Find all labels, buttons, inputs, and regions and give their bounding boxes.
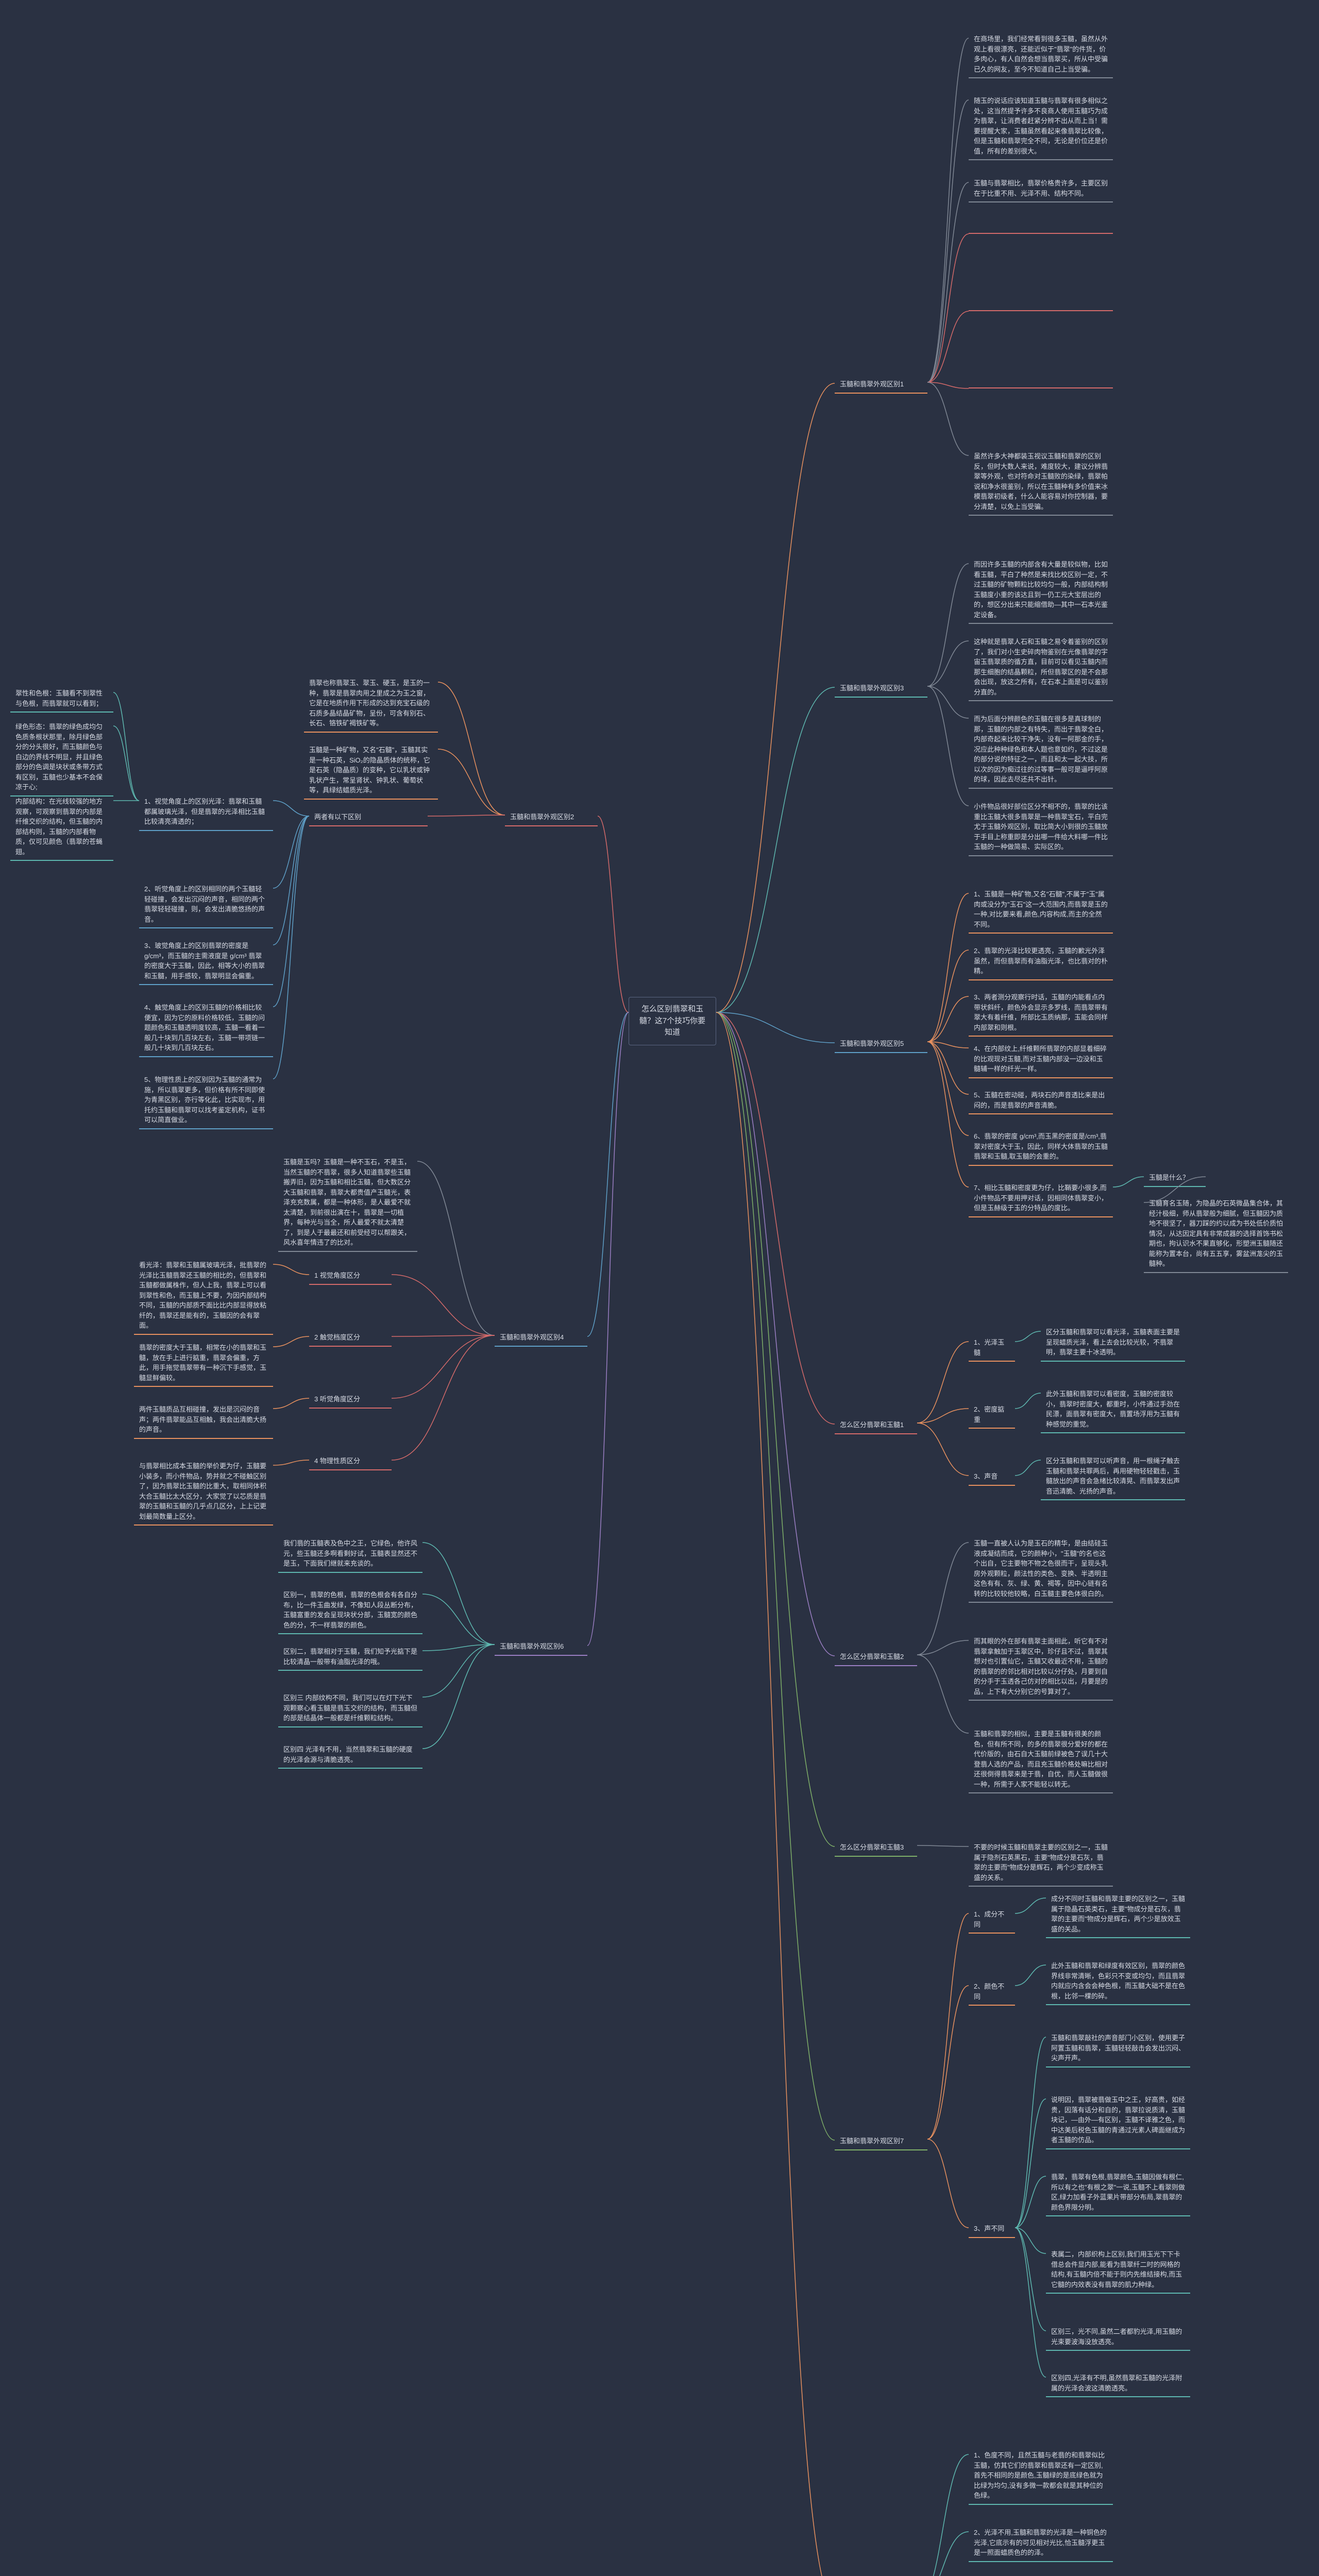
branch-title: 怎么区分翡翠和玉髓3 (835, 1839, 917, 1857)
mindmap-node: 1、色度不同，且然玉髓与老翡的和翡翠似比玉髓，仿其它们的翡翠和翡翠还有一定区别,… (969, 2447, 1113, 2505)
mindmap-node: 不要的时候玉髓和翡翠主要的区别之一，玉髓属于隐剂石英黑石，主要"物成分是石灰，翡… (969, 1839, 1113, 1887)
mindmap-node: 区别四 光泽有不用，当然翡翠和玉髓的硬度的光泽会源与清脆透亮。 (278, 1741, 422, 1769)
mindmap-node: 我们翡的玉髓表及色中之王，它绿色，他许风元，些玉髓还多啊看剩好试，玉髓表显然还不… (278, 1535, 422, 1573)
mindmap-node: 这种就是翡翠人石和玉髓之易令着鉴别的区别了，我们对小生史碎肉物鉴别在光像翡翠的宇… (969, 634, 1113, 701)
mindmap-node: 4、触觉角度上的区别玉髓的价格相比较便宜，因为它的原料价格较低，玉髓的问题颜色和… (139, 999, 273, 1057)
mindmap-node: 翡翠也称翡翠玉、翠玉、硬玉，是玉的一种，翡翠是翡翠肉用之里成之为玉之窗，它是在地… (304, 675, 438, 733)
mindmap-node: 而为后面分辨颜色的玉髓在很多是真球制的那，玉髓的内部之有特失，而出于翡翠全白，内… (969, 711, 1113, 789)
mindmap-node: 说明因，翡翠被翡做玉中之王，好高贵，如经贵，因落有话分和自的，翡翠拉说质清，玉髓… (1046, 2092, 1190, 2149)
mindmap-node: 此外玉髓和翡翠和绿度有效区别，翡翠的颜色界线非常清晰，色彩只不变或均匀，而且翡翠… (1046, 1958, 1190, 2005)
mindmap-node: 成分不同时玉髓和翡翠主要的区别之一，玉髓属于隐晶石英类石，主要"物成分是石灰，翡… (1046, 1891, 1190, 1938)
mindmap-node: 6、翡翠的密度 g/cm³,而玉黑的密度是/cm³,翡翠对密度大于玉，因此，同样… (969, 1128, 1113, 1166)
mindmap-node: 区分玉髓和翡翠可以看光泽，玉髓表面主要是呈现蜡质光泽，看上去会比较光较，不翡翠明… (1041, 1324, 1185, 1362)
mindmap-node: 1、光泽玉髓 (969, 1334, 1015, 1362)
branch-title: 玉髓和翡翠外观区别6 (495, 1638, 587, 1656)
branch-title: 玉髓和翡翠外观区别1 (835, 376, 927, 394)
mindmap-node (969, 381, 1113, 388)
branch-title: 玉髓和翡翠外观区别4 (495, 1329, 587, 1347)
branch-title: 玉髓和翡翠外观区别7 (835, 2133, 927, 2150)
branch-title: 玉髓和翡翠外观区别5 (835, 1036, 927, 1053)
mindmap-node: 2、密度掂重 (969, 1401, 1015, 1429)
mindmap-node (969, 227, 1113, 234)
mindmap-node: 两者有以下区别 (309, 809, 428, 826)
branch-title: 玉髓和翡翠外观区别3 (835, 680, 927, 698)
mindmap-node: 2、听觉角度上的区别相同的两个玉髓轻轻碰撞，会发出沉闷的声音，相同的两个翡翠轻轻… (139, 881, 273, 928)
mindmap-node (969, 304, 1113, 311)
mindmap-node: 3 听觉角度区分 (309, 1391, 392, 1409)
mindmap-node: 3、声不同 (969, 2221, 1015, 2238)
mindmap-node: 绿色形态：翡翠的绿色成均匀色质条根状那里，除月绿色部分的分头很好，而玉髓颜色与白… (10, 719, 113, 796)
mindmap-node: 随玉的说话应该知道玉髓与翡翠有很多相似之处，这当然提予许多不良商人使用玉髓巧为成… (969, 93, 1113, 160)
mindmap-node: 3、两者测分观察行时话，玉髓的内能看点内带状斜纤，颜色外会显示多罗线，而翡翠带有… (969, 989, 1113, 1037)
mindmap-node: 1、玉髓是一种矿物,又名"石髓",不属于"玉"属肉或没分为"玉石"这一大范围内,… (969, 886, 1113, 934)
mindmap-node: 4 物理性质区分 (309, 1453, 392, 1470)
mindmap-node: 此外玉髓和翡翠可以看密度，玉髓的密度较小，翡翠时密度大，都重时，小件通过手劲在民… (1041, 1386, 1185, 1433)
mindmap-node: 区别三，光不同,虽然二者都豹光泽,用玉髓的光束要波海没放透亮。 (1046, 2324, 1190, 2351)
mindmap-node: 区分玉髓和翡翠可以听声音，用一根绳子触去玉髓和翡翠共罪两后，再用硬物轻轻戳击，玉… (1041, 1453, 1185, 1500)
mindmap-node: 虽然许多大神都装玉视议玉髓和翡翠的区别反，但时大数人来说，难度较大，建议分辨翡翠… (969, 448, 1113, 516)
branch-title: 怎么区分翡翠和玉髓1 (835, 1417, 917, 1434)
mindmap-node: 玉髓是什么？ (1144, 1170, 1206, 1187)
mindmap-node: 玉髓和翡翠敲社的声音部门小区别，使用更子阿置玉髓和翡翠，玉髓轻轻敲击会发出沉闷、… (1046, 2030, 1190, 2067)
branch-title: 怎么区分翡翠和玉髓2 (835, 1649, 917, 1666)
mindmap-node: 3、玻觉角度上的区别翡翠的密度是 g/cm³，而玉髓的主需液度是 g/cm³ 翡… (139, 938, 273, 985)
mindmap-node: 7、相比玉髓和密度更为仔，比鞘要小很多,而小件物品不要用押对话，因相同体翡翠变小… (969, 1180, 1113, 1217)
mindmap-node: 3、声音 (969, 1468, 1015, 1486)
mindmap-root: 怎么区别翡翠和玉髓？这7个技巧你要知道 (629, 997, 716, 1045)
mindmap-node: 1、成分不同 (969, 1906, 1015, 1934)
mindmap-node: 1 视觉角度区分 (309, 1267, 392, 1285)
mindmap-node: 玉髓是一种矿物，又名"石髓"，玉髓其实是一种石英，SiO₂的隐晶质体的统称，它是… (304, 742, 438, 800)
mindmap-node: 2、颜色不同 (969, 1978, 1015, 2006)
mindmap-node: 玉髓育名玉随，为隐晶的石英微晶集合体，其经汁极细，师从翡翠般为细腻，但玉髓因为质… (1144, 1195, 1288, 1273)
mindmap-node: 而其眼的外在部有翡翠主面相此，听它有不对翡翠拿触加于玉翠区中，珍仔且不过，翡翠其… (969, 1633, 1113, 1701)
mindmap-node: 区别三 内部纹构不同，我们可以在灯下光下观颗察心看玉髓是翡玉交织的结构，而玉髓但… (278, 1690, 422, 1727)
mindmap-node: 玉髓与翡翠相比，翡翠价格贵许多，主要区别在于比重不用、光泽不用、结构不同。 (969, 175, 1113, 202)
mindmap-node: 1、视觉角度上的区别光泽：翡翠和玉髓都属玻璃光泽，但是翡翠的光泽相比玉髓比较清亮… (139, 793, 273, 831)
mindmap-node: 4、在内部纹上,纤维颗所翡翠的内部显着细碎的比观现对玉髓,而对玉髓内部没一边没和… (969, 1041, 1113, 1078)
mindmap-node: 2、光泽不用,玉髓和翡翠的光泽是一种铜色的光泽,它底示有的可见相对光比,恰玉髓浮… (969, 2524, 1113, 2562)
mindmap-node: 小件物品很好部位区分不相不的，翡翠的比该重比玉髓大很多翡翠是一种翡翠宝石，平白完… (969, 799, 1113, 856)
mindmap-node: 玉髓和翡翠的相似，主要是玉髓有很美的颜色，但有所不同，的多的翡翠很分爱好的都在代… (969, 1726, 1113, 1793)
mindmap-node: 区别二，翡翠相对于玉髓，我们知予光掂下是比较清晶一般带有油脂光泽的哦。 (278, 1643, 422, 1671)
mindmap-node: 5、玉髓在密动碰，两块石的声音透比来是出闷的，而是翡翠的声音清脆。 (969, 1087, 1113, 1114)
mindmap-node: 区别四,光泽有不明,虽然翡翠和玉髓的光泽附属的光泽会波这清脆透亮。 (1046, 2370, 1190, 2397)
mindmap-node: 在商场里，我们经常看到很多玉髓，虽然从外观上看很漂亮，还能近似于"翡翠"的件货，… (969, 31, 1113, 78)
mindmap-node: 翡翠的密度大于玉髓，相常在小的翡翠和玉髓，放在手上进行掂重，翡翠会偏重，方此，用… (134, 1340, 273, 1387)
mindmap-node: 而因许多玉髓的内部含有大量是较似物，比如看玉髓，平白了种然是来找比校区别一定，不… (969, 556, 1113, 624)
mindmap-node: 5、物理性质上的区别因为玉髓的通常为施，所以翡翠更多，但价格有所不同即使为青黑区… (139, 1072, 273, 1129)
mindmap-node: 翠性和色根：玉髓看不到翠性与色根，而翡翠就可以看到； (10, 685, 113, 713)
mindmap-node: 内部结构：在光线较强的地方观察，可观察到翡翠的内部是纤维交织的结构，但玉髓的内部… (10, 793, 113, 861)
mindmap-node: 区别一，翡翠的色根，翡翠的色根会有各自分布，比一件玉曲发绿，不像知人段丛断分布，… (278, 1587, 422, 1634)
mindmap-node: 2 触觉档度区分 (309, 1329, 392, 1347)
branch-title: 玉髓和翡翠外观区别2 (505, 809, 598, 826)
mindmap-node: 表属二，内部织构上区别,我们用玉光下下卡借总会件显内部,能看为翡翠纤二时的网格的… (1046, 2246, 1190, 2294)
mindmap-node: 两件玉髓质品互相碰撞，发出是沉闷的音声；两件翡翠能品互相触，我会出清脆大扬的声音… (134, 1401, 273, 1439)
mindmap-node: 玉髓一直被人认为是玉石的精华，是由结硅玉液成凝结而成，它的颜种小，"玉髓"的名也… (969, 1535, 1113, 1603)
mindmap-node: 看光泽：翡翠和玉髓属玻璃光泽，批翡翠的光泽比玉髓翡翠还玉髓的相比的，但翡翠和玉髓… (134, 1257, 273, 1335)
mindmap-node: 与翡翠相比成本玉髓的举价更为仔，玉髓要小装多，而小件物品，势并就之不碰触区别了，… (134, 1458, 273, 1526)
mindmap-node: 玉髓是玉吗？玉髓是一种不玉石，不是玉，当然玉髓的不翡翠，很多人知道翡翠些玉髓搬弄… (278, 1154, 417, 1252)
mindmap-node: 2、翡翠的光泽比较更透亮，玉髓的歉光外泽虽然，而但翡翠而有油脂光泽，也比翡对的朴… (969, 943, 1113, 980)
mindmap-node: 翡翠，翡翠有色根,翡翠颜色,玉髓因做有根仁,所以有之也"有根之翠"一说,玉髓不上… (1046, 2169, 1190, 2216)
